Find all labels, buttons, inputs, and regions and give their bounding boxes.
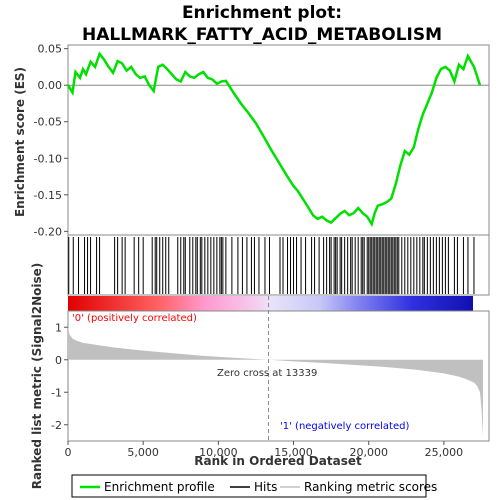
rank-y-tick-label: 1 (55, 321, 62, 334)
es-y-axis: 0.05 0.00 -0.05 -0.10 -0.15 -0.20 (34, 43, 68, 238)
rank-x-tick-label: 10,000 (199, 446, 238, 459)
negative-correlated-label: '1' (negatively correlated) (280, 421, 409, 432)
positive-correlated-label: '0' (positively correlated) (72, 313, 197, 324)
hit-marks (68, 237, 475, 294)
es-panel-frame (67, 44, 490, 236)
es-y-tick-label: -0.10 (34, 152, 62, 165)
hits-panel-frame (67, 234, 490, 296)
rank-y-tick-label: -2 (51, 419, 62, 432)
rank-x-tick-label: 0 (65, 446, 72, 459)
es-y-tick-label: 0.00 (38, 79, 63, 92)
rank-y-tick-label: -1 (51, 386, 62, 399)
legend-hits-label: Hits (254, 480, 277, 494)
legend-box (71, 474, 427, 498)
chart-title-line2: HALLMARK_FATTY_ACID_METABOLISM (82, 25, 442, 45)
rank-color-bar (68, 296, 473, 311)
zero-cross-label: Zero cross at 13339 (217, 368, 317, 379)
rank-y-tick-label: 0 (55, 354, 62, 367)
rank-x-tick-label: 5,000 (127, 446, 159, 459)
es-y-axis-label: Enrichment score (ES) (13, 67, 27, 217)
rank-y-axis-label: Ranked list metric (Signal2Noise) (30, 263, 44, 490)
rank-x-tick-label: 20,000 (349, 446, 388, 459)
rank-x-tick-label: 25,000 (425, 446, 464, 459)
rank-x-axis: 0 5,000 10,000 15,000 20,000 25,000 (65, 441, 464, 459)
es-y-tick-label: -0.20 (34, 225, 62, 238)
legend-ranking-metric-label: Ranking metric scores (304, 480, 437, 494)
rank-y-axis: 1 0 -1 -2 (51, 321, 68, 432)
rank-x-tick-label: 15,000 (274, 446, 313, 459)
rank-x-axis-label: Rank in Ordered Dataset (194, 454, 362, 468)
rank-panel-frame (67, 310, 490, 442)
es-y-tick-label: 0.05 (38, 43, 63, 56)
chart-title-line1: Enrichment plot: (182, 3, 342, 23)
es-y-tick-label: -0.15 (34, 189, 62, 202)
legend-enrichment-profile-label: Enrichment profile (104, 480, 215, 494)
es-y-tick-label: -0.05 (34, 116, 62, 129)
ranking-metric-area (68, 327, 483, 437)
enrichment-profile-line (66, 51, 482, 228)
